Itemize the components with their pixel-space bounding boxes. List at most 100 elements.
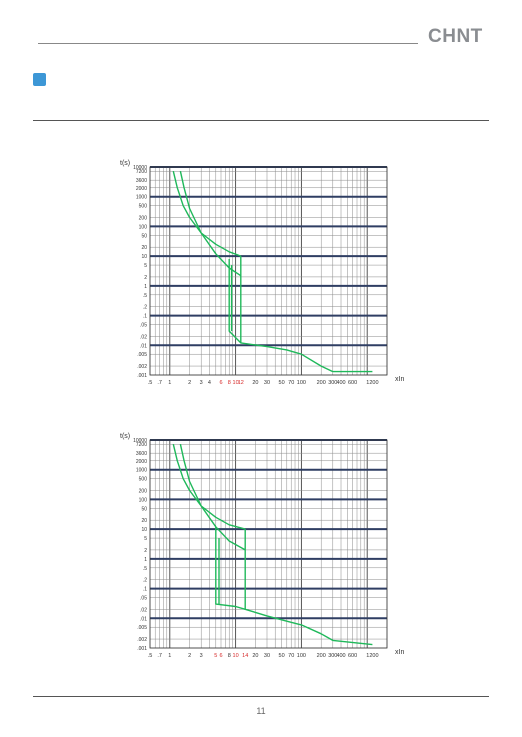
y-tick-label: 2000 [136,459,147,465]
trip-curve-1-1 [172,171,242,257]
x-tick-label: 10 [233,380,239,386]
section-bullet-icon [33,73,46,86]
x-tick-label: .5 [148,653,153,659]
x-tick-label: 100 [297,380,306,386]
y-tick-label: .005 [137,625,147,631]
y-tick-label: 500 [139,204,148,210]
x-tick-label: 600 [348,653,357,659]
y-tick-label: 200 [139,215,148,221]
chart-2-svg: 100007200360020001000500200100502010521.… [120,433,404,659]
x-tick-label: 400 [336,380,345,386]
x-tick-label: 50 [279,653,285,659]
x-tick-label: 2 [188,380,191,386]
y-tick-label: .5 [143,293,147,299]
x-tick-label: 2 [188,653,191,659]
y-tick-label: 10 [141,527,147,533]
x-tick-label: .7 [157,653,162,659]
y-tick-label: 5 [144,263,147,269]
time-current-chart-1: 10000 7200 3600 2000 1000 500 200 100 50 20 10 5 2 1.… [0,155,522,405]
y-tick-label: 100 [139,497,148,503]
y-tick-label: 50 [141,233,147,239]
y-tick-label: 200 [139,488,148,494]
y-tick-label: .001 [137,373,147,379]
y-tick-label: .002 [137,637,147,643]
x-tick-label: 5 [214,653,217,659]
x-tick-label: 6 [219,380,222,386]
y-tick-label: 500 [139,477,148,483]
y-tick-label: .02 [140,334,147,340]
x-tick-label: 14 [242,653,248,659]
x-tick-label: .5 [148,380,153,386]
plot-frame [149,439,388,649]
x-tick-label: 6 [219,653,222,659]
x-tick-label: 100 [297,653,306,659]
x-tick-label: 600 [348,380,357,386]
y-tick-label: 7200 [136,169,147,175]
x-tick-label: 10 [233,653,239,659]
y-tick-label: .01 [140,343,147,349]
brand-logo: CHNT [428,26,483,47]
trip-curve-2-2 [179,444,246,551]
trip-curve-2-3 [215,526,373,646]
y-tick-label: .02 [140,607,147,613]
x-tick-label: 1200 [366,380,378,386]
y-tick-label: .5 [143,566,147,572]
y-tick-label: 10000 [133,438,147,444]
y-tick-label: 2 [144,275,147,281]
footer-rule [33,696,489,697]
y-tick-label: 1000 [136,195,147,201]
x-tick-label: 4 [208,380,211,386]
y-tick-label: 1 [144,557,147,563]
x-tick-label: 50 [279,380,285,386]
x-tick-label: 30 [264,653,270,659]
x-tick-label: 70 [288,653,294,659]
y-tick-label: 20 [141,518,147,524]
x-tick-label: 1 [168,653,171,659]
y-tick-label: .1 [143,587,147,593]
y-tick-label: 1 [144,284,147,290]
y-tick-label: 5 [144,536,147,542]
y-tick-label: 10000 [133,165,147,171]
y-tick-label: 10 [141,254,147,260]
x-tick-label: 200 [317,653,326,659]
y-tick-label: 2000 [136,186,147,192]
y-tick-label: 50 [141,506,147,512]
y-tick-label: 1000 [136,468,147,474]
x-tick-label: 20 [252,380,258,386]
y-tick-label: 20 [141,245,147,251]
trip-curve-1-3 [228,259,373,373]
section-divider [33,120,489,121]
x-tick-label: 200 [317,380,326,386]
y-tick-label: 3600 [136,451,147,457]
y-tick-label: .002 [137,364,147,370]
y-tick-label: .2 [143,305,147,311]
y-tick-label: .001 [137,646,147,652]
y-axis-label: t(s) [120,160,130,167]
x-axis-label: xIn [395,376,404,383]
y-tick-label: 7200 [136,442,147,448]
time-current-chart-2: 10000 7200 3600 2000 1000 500 200 100 50 20 10 5 2 1.… [0,428,522,678]
x-tick-label: 30 [264,380,270,386]
x-tick-label: 12 [238,380,244,386]
x-tick-label: 8 [228,653,231,659]
y-tick-label: 100 [139,224,148,230]
x-axis-label: xIn [395,649,404,656]
plot-frame [149,166,388,376]
page-number: 11 [256,706,266,716]
x-tick-label: 8 [228,380,231,386]
x-tick-label: 3 [200,653,203,659]
x-tick-label: 70 [288,380,294,386]
y-tick-label: .05 [140,323,147,329]
x-tick-label: 300 [328,653,337,659]
y-tick-label: 2 [144,548,147,554]
y-tick-label: .05 [140,596,147,602]
y-tick-label: .005 [137,352,147,358]
trip-curve-2-1 [172,444,246,530]
x-tick-label: 1 [168,380,171,386]
header-rule [38,43,418,44]
x-tick-label: 1200 [366,653,378,659]
y-tick-label: .2 [143,578,147,584]
chart-1-svg: 100007200360020001000500200100502010521.… [120,160,404,386]
y-tick-label: .01 [140,616,147,622]
x-tick-label: 20 [252,653,258,659]
